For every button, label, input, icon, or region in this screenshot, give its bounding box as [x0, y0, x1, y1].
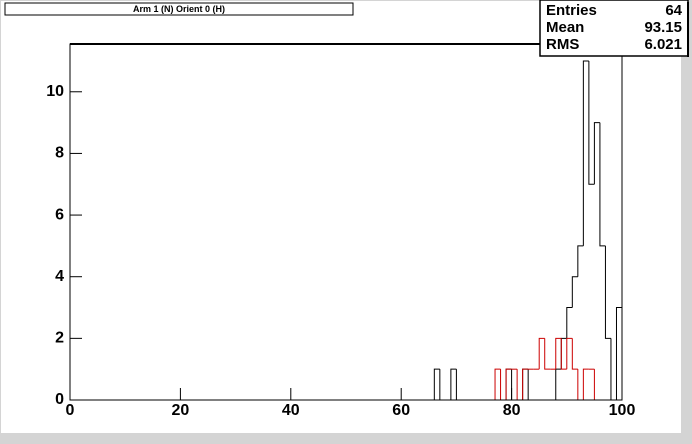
y-tick-label: 2 — [55, 330, 64, 347]
x-tick-label: 100 — [609, 402, 636, 419]
x-tick-label: 80 — [503, 402, 521, 419]
x-tick-label: 0 — [66, 402, 75, 419]
histogram-bin — [571, 276, 578, 308]
histogram-bin — [566, 337, 573, 370]
y-tick-label: 8 — [55, 145, 64, 162]
histogram-bin — [433, 368, 440, 400]
stats-label: Mean — [546, 19, 584, 36]
histogram-bin — [450, 368, 457, 400]
stats-label: RMS — [546, 36, 579, 53]
histogram-bin — [544, 338, 551, 370]
histogram-bin — [599, 122, 606, 247]
stats-value: 64 — [665, 2, 682, 19]
histogram-bin — [604, 245, 611, 339]
histogram-bin — [577, 245, 584, 277]
x-tick-label: 20 — [172, 402, 190, 419]
x-tick-label: 60 — [392, 402, 410, 419]
y-tick-label: 0 — [55, 391, 64, 408]
y-tick-label: 10 — [46, 83, 64, 100]
stats-label: Entries — [546, 2, 597, 19]
histogram-bin — [522, 368, 529, 400]
histogram-bin — [494, 368, 501, 400]
x-tick-label: 40 — [282, 402, 300, 419]
chart-title: Arm 1 (N) Orient 0 (H) — [133, 4, 225, 14]
histogram-bin — [571, 338, 578, 370]
stats-value: 6.021 — [644, 36, 682, 53]
histogram-bin — [538, 337, 545, 370]
stats-box — [539, 0, 689, 57]
histogram-bin — [588, 60, 595, 185]
histogram-bin — [582, 60, 589, 246]
histogram-bin — [560, 338, 567, 370]
title-box — [4, 2, 354, 16]
histogram-bin — [566, 307, 573, 339]
pad — [1, 1, 681, 433]
stats-value: 93.15 — [644, 19, 682, 36]
y-tick-label: 6 — [55, 206, 64, 223]
histogram-bin — [582, 368, 589, 400]
histogram-bin — [593, 122, 600, 185]
y-tick-label: 4 — [55, 268, 64, 285]
histogram-bin — [555, 337, 562, 370]
histogram-bin — [505, 368, 512, 400]
